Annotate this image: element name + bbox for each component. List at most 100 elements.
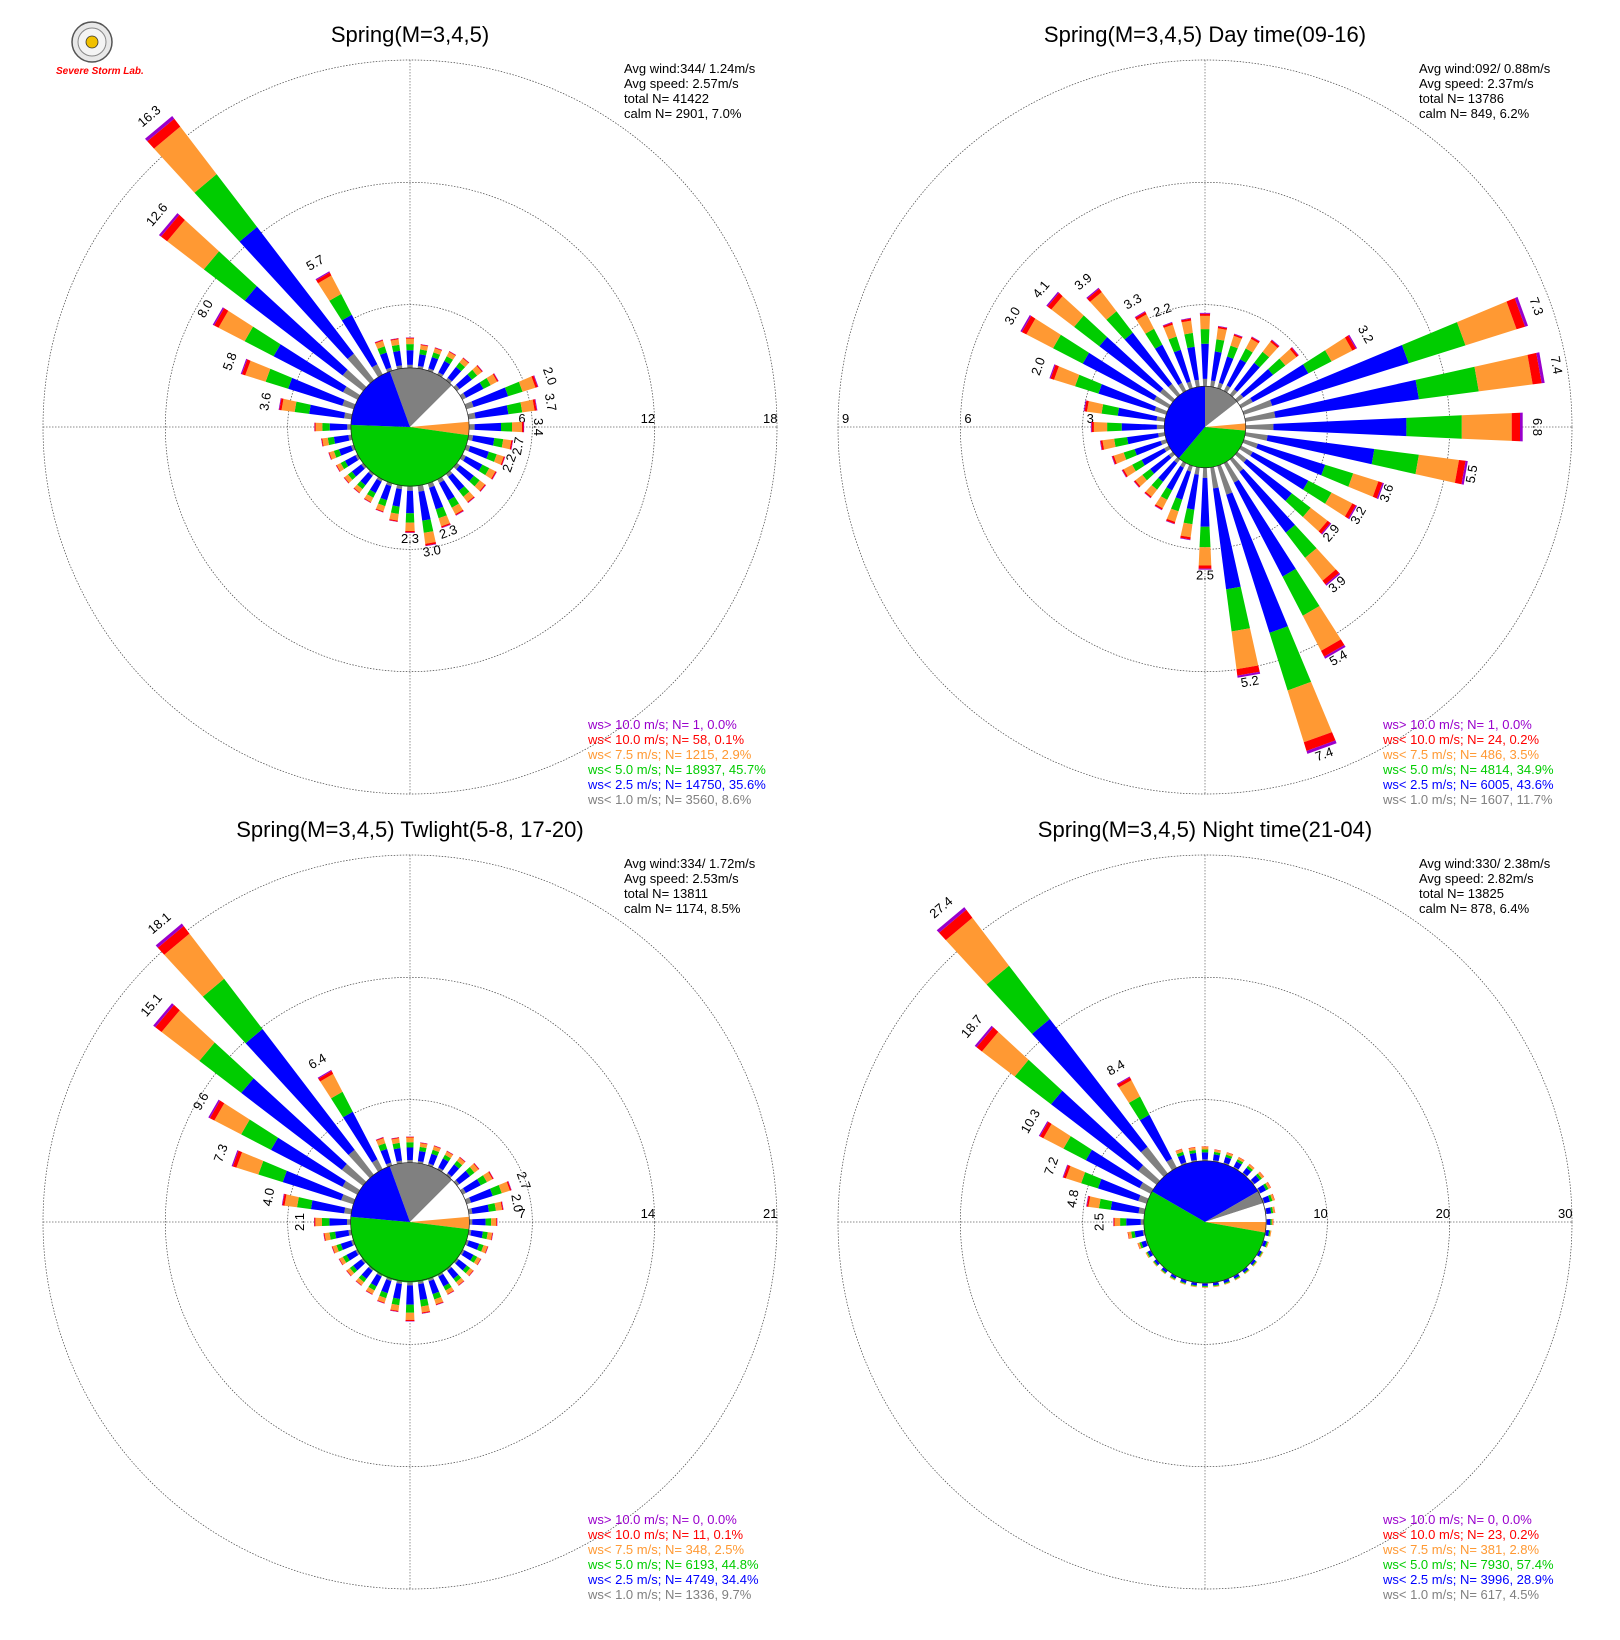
bar-segment (347, 424, 351, 430)
legend-entry: ws< 2.5 m/s; N= 4749, 34.4% (587, 1572, 759, 1587)
bar-segment (1186, 381, 1193, 390)
stats-line: total N= 13811 (624, 886, 708, 901)
bar-segment (347, 1219, 351, 1225)
bar-segment (454, 1160, 463, 1169)
bar-segment (361, 462, 367, 469)
bar-segment (1213, 1154, 1220, 1162)
bar-segment (425, 542, 437, 546)
bar-segment (1270, 340, 1280, 348)
bar-segment (494, 1201, 503, 1211)
bar-segment (1112, 455, 1117, 465)
bar-value-label: 2.0 (1028, 355, 1048, 377)
legend-entry: ws< 5.0 m/s; N= 4814, 34.9% (1382, 762, 1554, 777)
bar-segment (1210, 380, 1216, 388)
bar-segment (1145, 485, 1158, 497)
bar-segment (1026, 318, 1061, 349)
bar-segment (490, 1232, 493, 1241)
bar-segment (1287, 681, 1332, 743)
bar-segment (480, 485, 487, 492)
bar-segment (240, 358, 248, 375)
stats-line: Avg speed: 2.57m/s (624, 76, 739, 91)
bar-segment (161, 1010, 215, 1061)
bar-segment (332, 1245, 339, 1254)
bar-segment (393, 1148, 402, 1162)
bar-value-label: 5.7 (303, 252, 326, 274)
bar-segment (438, 1158, 449, 1171)
bar-segment (1062, 1164, 1068, 1178)
bar-segment (481, 1231, 488, 1240)
legend-entry: ws< 5.0 m/s; N= 6193, 44.8% (587, 1557, 759, 1572)
bar-segment (1527, 352, 1542, 385)
bar-segment (371, 364, 383, 378)
bar-segment (1273, 417, 1407, 437)
bar-segment (447, 1164, 460, 1177)
bar-segment (363, 498, 371, 503)
bar-segment (1258, 1251, 1263, 1257)
bar-segment (453, 1274, 462, 1283)
legend-entry: ws> 10.0 m/s; N= 0, 0.0% (587, 1512, 737, 1527)
bar-segment (1020, 315, 1032, 333)
bar-segment (1049, 364, 1056, 379)
bar-segment (1039, 1121, 1052, 1139)
bar-segment (471, 1204, 489, 1214)
bar-segment (294, 401, 311, 414)
bar-segment (346, 1270, 351, 1277)
ring-label: 3 (1087, 411, 1094, 426)
bar-segment (1139, 1242, 1144, 1249)
bar-segment (1226, 586, 1250, 632)
bar-segment (453, 1179, 460, 1186)
bar-segment (493, 438, 504, 448)
bar-segment (1160, 1269, 1166, 1275)
bar-value-label: 3.0 (422, 542, 442, 560)
bar-segment (405, 531, 415, 533)
legend-entry: ws< 7.5 m/s; N= 1215, 2.9% (587, 747, 752, 762)
bar-segment (1268, 1230, 1271, 1237)
bar-segment (1511, 412, 1520, 442)
bar-segment (1131, 1231, 1136, 1239)
bar-segment (1166, 518, 1176, 524)
bar-segment (1233, 334, 1243, 339)
bar-segment (1268, 358, 1286, 375)
bar-segment (532, 399, 537, 411)
bar-segment (418, 1283, 428, 1300)
bar-segment (419, 1143, 428, 1148)
bar-segment (281, 398, 297, 412)
bar-segment (335, 465, 340, 472)
bar-segment (1111, 456, 1116, 465)
bar-segment (420, 1142, 428, 1145)
bar-segment (1271, 1218, 1274, 1226)
bar-segment (1142, 469, 1155, 481)
bar-segment (1134, 480, 1141, 488)
bar-segment (1262, 1240, 1267, 1247)
bar-segment (488, 1171, 494, 1180)
bar-segment (469, 475, 480, 487)
bar-segment (1180, 522, 1193, 538)
bar-value-label: 7.4 (1313, 744, 1335, 764)
bar-segment (1183, 508, 1195, 525)
bar-segment (512, 421, 522, 433)
bar-segment (1169, 1276, 1176, 1281)
bar-segment (390, 505, 400, 514)
bar-segment (1177, 1154, 1187, 1165)
bar-segment (365, 1291, 373, 1295)
bar-segment (390, 339, 400, 346)
bar-segment (501, 1201, 504, 1210)
bar-segment (459, 358, 469, 368)
pie-slice (1143, 1191, 1266, 1284)
bar-segment (1268, 1194, 1273, 1202)
bar-segment (1054, 366, 1080, 387)
bar-segment (318, 1070, 334, 1082)
bar-segment (1051, 296, 1084, 327)
bar-segment (521, 421, 524, 433)
bar-segment (328, 452, 332, 460)
bar-segment (472, 1218, 486, 1226)
bar-segment (423, 531, 436, 544)
bar-segment (391, 1138, 400, 1145)
bar-segment (1229, 389, 1238, 397)
bar-segment (492, 373, 499, 382)
bar-segment (939, 909, 973, 941)
bar-value-label: 16.3 (134, 102, 163, 130)
bar-segment (347, 353, 375, 384)
bar-segment (1267, 1181, 1272, 1188)
